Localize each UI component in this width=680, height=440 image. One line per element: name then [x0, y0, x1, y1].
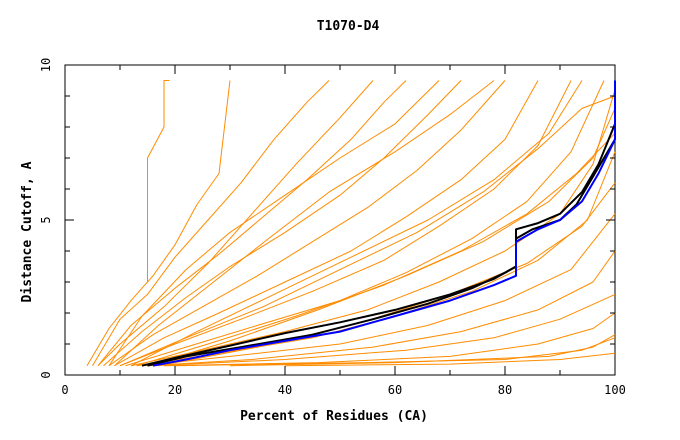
series-line-22 [147, 108, 616, 367]
series-line-3 [92, 80, 330, 366]
series-line-16 [174, 337, 616, 367]
series-layer [86, 80, 616, 367]
series-line-5 [103, 80, 462, 367]
y-tick-label: 0 [39, 371, 53, 378]
series-line-20 [114, 80, 495, 367]
series-line-17 [229, 334, 616, 367]
x-tick-label: 0 [61, 383, 68, 397]
series-line-2 [86, 80, 231, 366]
series-line-0 [163, 80, 170, 96]
y-axis-label: Distance Cutoff, A [20, 161, 35, 302]
series-line-7 [114, 80, 539, 367]
series-line-18 [284, 352, 616, 367]
x-tick-label: 20 [168, 383, 182, 397]
series-line-26 [108, 80, 440, 366]
series-line-13 [147, 250, 616, 367]
x-tick-label: 60 [388, 383, 402, 397]
series-line-15 [163, 312, 616, 367]
x-tick-label: 40 [278, 383, 292, 397]
series-line-21 [130, 80, 583, 367]
series-line-6 [108, 80, 506, 367]
y-tick-label: 10 [39, 58, 53, 72]
x-tick-label: 100 [604, 383, 626, 397]
series-line-25 [136, 132, 616, 367]
series-line-24 [119, 95, 616, 367]
series-line-14 [152, 293, 616, 367]
series-line-12 [141, 213, 616, 367]
y-tick-label: 5 [39, 216, 53, 223]
x-axis-label: Percent of Residues (CA) [240, 409, 428, 424]
series-line-4 [97, 80, 407, 367]
series-line-11 [136, 151, 616, 367]
chart-title: T1070-D4 [317, 19, 380, 34]
series-line-1 [147, 96, 165, 282]
series-line-10 [130, 89, 616, 367]
ticks-layer: 0 20 40 60 80 100 0 5 10 [39, 58, 626, 397]
x-tick-label: 80 [498, 383, 512, 397]
series-line-29 [152, 80, 616, 367]
series-line-9 [125, 80, 605, 367]
series-line-8 [119, 80, 572, 367]
